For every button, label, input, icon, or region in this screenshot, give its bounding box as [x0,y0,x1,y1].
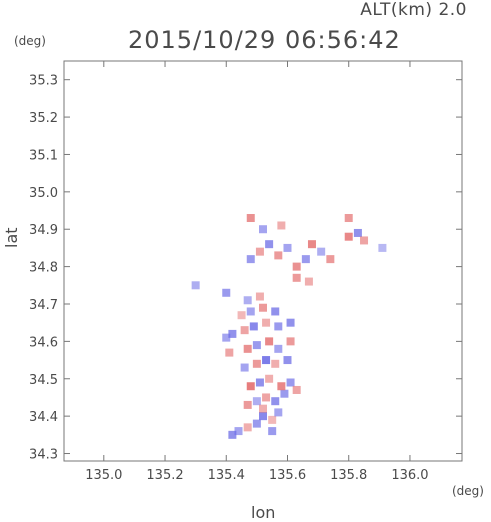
plot-frame [63,60,463,462]
data-cell [277,221,286,230]
data-cell [262,356,271,365]
data-cell [234,427,243,436]
data-cell [252,397,261,406]
timestamp-title: 2015/10/29 06:56:42 [128,26,401,54]
data-cell [268,415,277,424]
data-cell [271,307,280,316]
x-tick-label: 135.6 [269,468,306,483]
data-cell [249,322,258,331]
data-cell [292,262,301,271]
data-cell [255,247,264,256]
y-tick-label: 35.3 [29,74,58,89]
data-cells [191,214,387,439]
data-cell [301,255,310,264]
x-axis-unit: (deg) [452,484,484,498]
data-cell [243,400,252,409]
y-tick-label: 34.7 [29,298,58,313]
y-tick-label: 34.4 [29,410,58,425]
data-cell [283,243,292,252]
data-cell [228,329,237,338]
y-tick-label: 34.9 [29,223,58,238]
data-cell [246,214,255,223]
data-cell [265,337,274,346]
data-cell [271,397,280,406]
data-cell [228,430,237,439]
data-cell [259,404,267,413]
x-axis-label: lon [251,503,276,522]
data-cell [191,281,200,290]
data-cell [304,277,313,286]
data-cell [274,322,283,331]
data-cell [292,385,301,394]
data-cell [222,333,231,342]
data-cell [271,359,280,368]
y-tick-label: 34.8 [29,261,58,276]
x-tick-label: 135.8 [330,468,367,483]
data-cell [222,288,231,297]
data-cell [283,356,292,365]
x-tick-label: 135.4 [208,468,245,483]
y-tick-label: 34.5 [29,373,58,388]
data-cell [255,292,264,301]
data-cell [286,318,295,327]
data-cell [262,393,271,402]
data-cell [243,423,252,432]
data-cell [225,348,234,357]
data-cell [317,247,326,256]
data-cell [280,389,289,398]
data-cell [265,240,274,249]
y-axis-unit: (deg) [14,34,46,48]
data-cell [240,363,249,372]
data-cell [243,296,252,305]
data-cell [262,318,271,327]
data-cell [252,341,261,350]
y-tick-label: 34.6 [29,335,58,350]
data-cell [246,255,255,264]
data-cell [307,240,316,249]
data-cell [360,236,369,245]
x-tick-label: 135.0 [85,468,122,483]
data-cell [353,228,362,237]
data-cell [378,243,387,252]
x-tick-label: 136.0 [391,468,428,483]
data-cell [255,378,264,387]
data-cell [259,303,267,312]
y-tick-label: 35.1 [29,148,58,163]
data-cell [274,251,283,260]
data-cell [252,359,261,368]
data-cell [252,419,261,428]
data-cell [277,382,286,391]
y-axis-ticks: 34.3 34.4 34.5 34.6 34.7 34.8 34.9 35.0 35.1 35.2… [29,74,462,463]
data-cell [292,273,301,282]
x-axis-ticks: 135.0 135.2 135.4 135.6 135.8 136.0 [85,61,429,483]
data-cell [344,232,353,241]
x-tick-label: 135.2 [146,468,183,483]
data-cell [259,412,267,421]
data-cell [274,344,283,353]
data-cell [326,255,335,264]
y-tick-label: 34.3 [29,448,58,463]
y-tick-label: 35.2 [29,111,58,126]
data-cell [286,337,295,346]
data-cell [246,307,255,316]
data-cell [240,326,249,335]
data-cell [237,311,246,320]
data-cell [268,427,277,436]
data-cell [344,214,353,223]
data-cell [246,382,255,391]
altitude-label: ALT(km) 2.0 [360,0,467,20]
data-cell [259,225,267,234]
data-cell [265,374,274,383]
data-cell [286,378,295,387]
data-cell [274,408,283,417]
data-cell [243,344,252,353]
y-tick-label: 35.0 [29,186,58,201]
